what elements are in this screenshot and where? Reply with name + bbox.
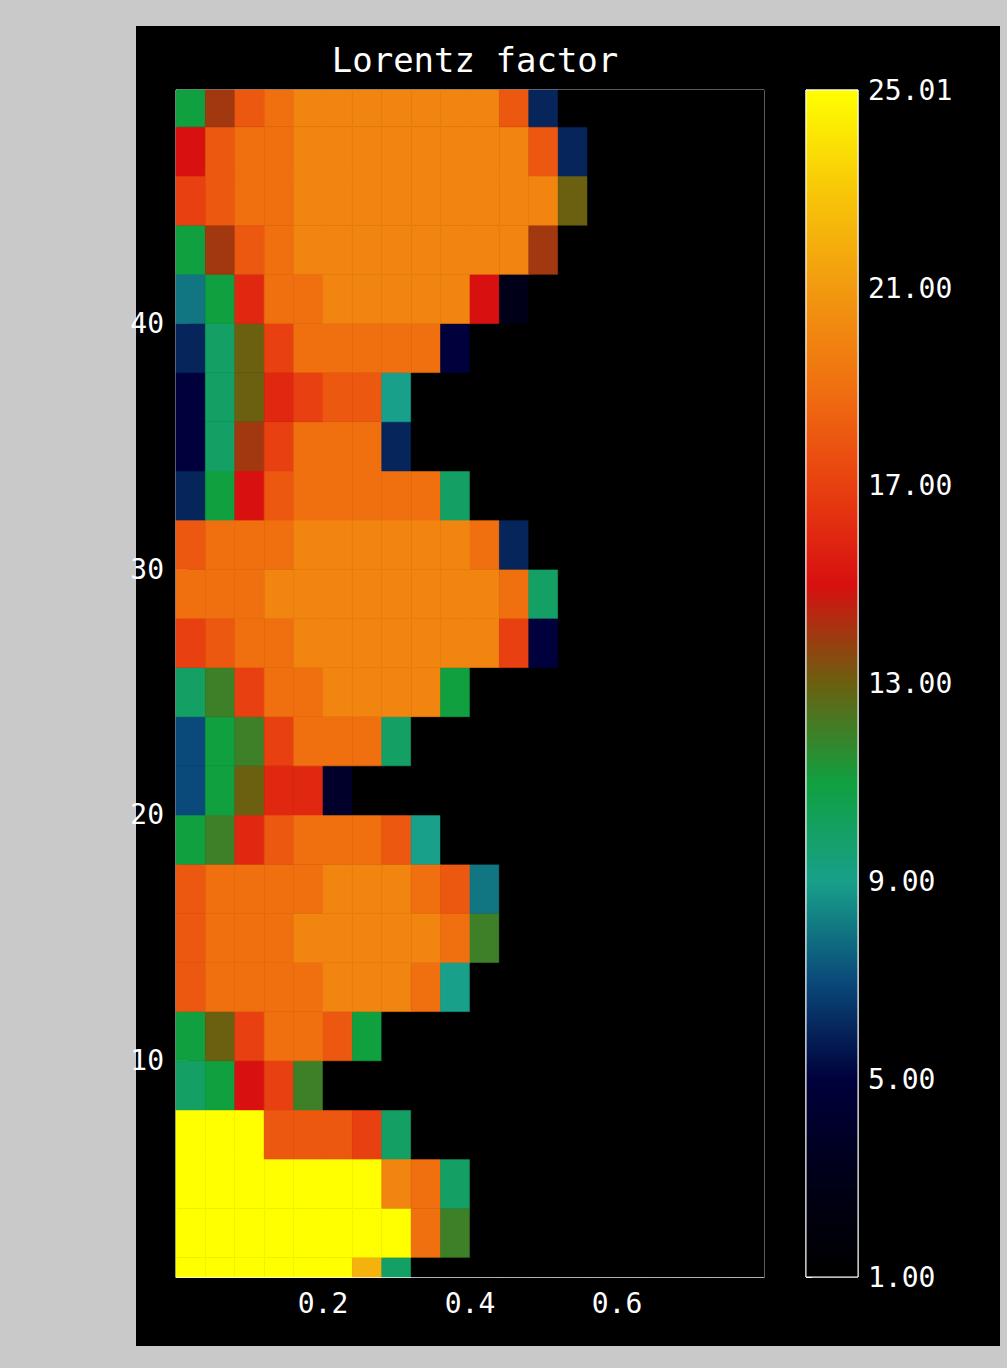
svg-text:30: 30 (130, 553, 164, 586)
svg-text:1.00: 1.00 (868, 1261, 935, 1294)
svg-text:0.2: 0.2 (298, 1287, 349, 1320)
svg-text:9.00: 9.00 (868, 865, 935, 898)
svg-text:25.01: 25.01 (868, 74, 952, 107)
svg-text:40: 40 (130, 307, 164, 340)
svg-text:13.00: 13.00 (868, 667, 952, 700)
svg-text:10: 10 (130, 1044, 164, 1077)
svg-text:0.6: 0.6 (592, 1287, 643, 1320)
svg-text:Lorentz factor: Lorentz factor (332, 40, 619, 80)
svg-text:0.4: 0.4 (445, 1287, 496, 1320)
svg-text:17.00: 17.00 (868, 469, 952, 502)
svg-text:20: 20 (130, 798, 164, 831)
svg-text:21.00: 21.00 (868, 272, 952, 305)
svg-text:5.00: 5.00 (868, 1063, 935, 1096)
